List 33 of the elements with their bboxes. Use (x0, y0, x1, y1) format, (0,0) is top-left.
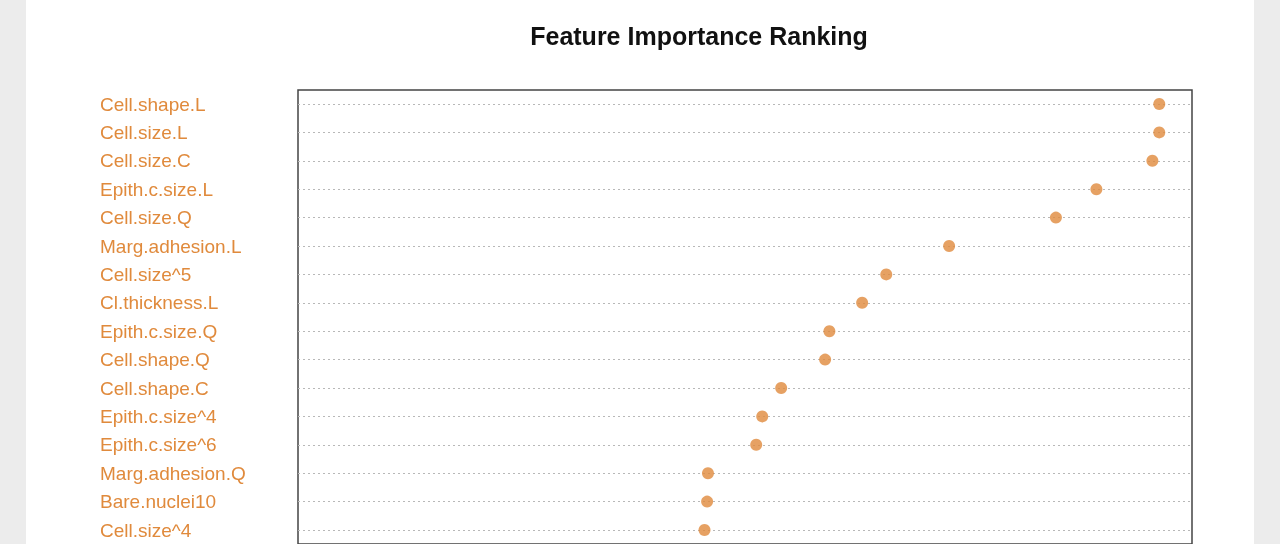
y-tick-label: Cell.shape.L (100, 93, 206, 115)
point (880, 268, 893, 281)
chart-title: Feature Importance Ranking (530, 21, 868, 50)
y-tick-label: Cell.shape.C (100, 377, 209, 399)
point (1153, 126, 1166, 139)
point (1090, 183, 1103, 196)
y-tick-label: Cell.size.Q (100, 207, 192, 229)
y-tick-label: Marg.adhesion.Q (100, 462, 246, 484)
y-tick-label: Bare.nuclei10 (100, 491, 217, 513)
y-tick-label: Epith.c.size^4 (100, 405, 218, 427)
point (1146, 154, 1159, 167)
y-tick-label: Cell.size.L (100, 121, 188, 143)
y-tick-label: Cell.size.C (100, 150, 191, 172)
point (943, 240, 956, 252)
point (819, 353, 832, 366)
point (756, 410, 769, 423)
point (823, 325, 836, 338)
point (1049, 211, 1062, 224)
y-tick-label: Epith.c.size.Q (100, 320, 218, 342)
point (701, 467, 714, 480)
y-tick-label: Cell.size^5 (100, 263, 192, 285)
y-tick-label: Cell.size^4 (100, 519, 192, 541)
point (775, 382, 788, 394)
y-tick-label: Epith.c.size.L (100, 178, 213, 200)
y-tick-label: Cell.shape.Q (100, 349, 210, 371)
point (856, 296, 869, 309)
point (698, 524, 711, 536)
point (701, 495, 714, 508)
y-tick-label: Cl.thickness.L (100, 292, 219, 314)
point (750, 438, 763, 451)
y-tick-label: Marg.adhesion.L (100, 235, 242, 257)
point (1153, 98, 1166, 110)
y-tick-label: Epith.c.size^6 (100, 434, 217, 456)
